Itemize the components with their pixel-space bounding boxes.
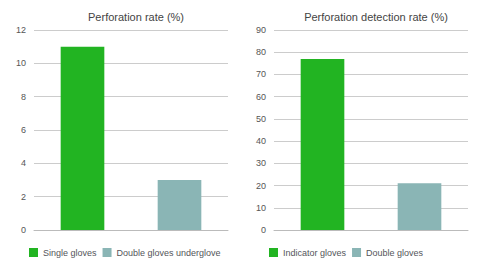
svg-text:Perforation detection rate (%): Perforation detection rate (%) [304, 11, 448, 23]
svg-text:Double gloves underglove: Double gloves underglove [117, 248, 221, 258]
svg-text:60: 60 [256, 92, 266, 102]
svg-text:2: 2 [21, 192, 26, 202]
svg-text:12: 12 [16, 25, 26, 35]
svg-text:Indicator gloves: Indicator gloves [283, 248, 347, 258]
svg-text:70: 70 [256, 69, 266, 79]
svg-text:Double gloves: Double gloves [366, 248, 424, 258]
svg-text:Perforation rate (%): Perforation rate (%) [88, 11, 184, 23]
svg-text:80: 80 [256, 47, 266, 57]
svg-text:4: 4 [21, 158, 26, 168]
svg-text:30: 30 [256, 158, 266, 168]
svg-text:50: 50 [256, 114, 266, 124]
svg-text:10: 10 [256, 203, 266, 213]
svg-text:6: 6 [21, 125, 26, 135]
svg-text:10: 10 [16, 58, 26, 68]
svg-text:90: 90 [256, 25, 266, 35]
svg-text:0: 0 [21, 225, 26, 235]
svg-text:0: 0 [261, 225, 266, 235]
svg-text:40: 40 [256, 136, 266, 146]
svg-text:Single gloves: Single gloves [43, 248, 97, 258]
svg-text:20: 20 [256, 181, 266, 191]
svg-text:8: 8 [21, 92, 26, 102]
